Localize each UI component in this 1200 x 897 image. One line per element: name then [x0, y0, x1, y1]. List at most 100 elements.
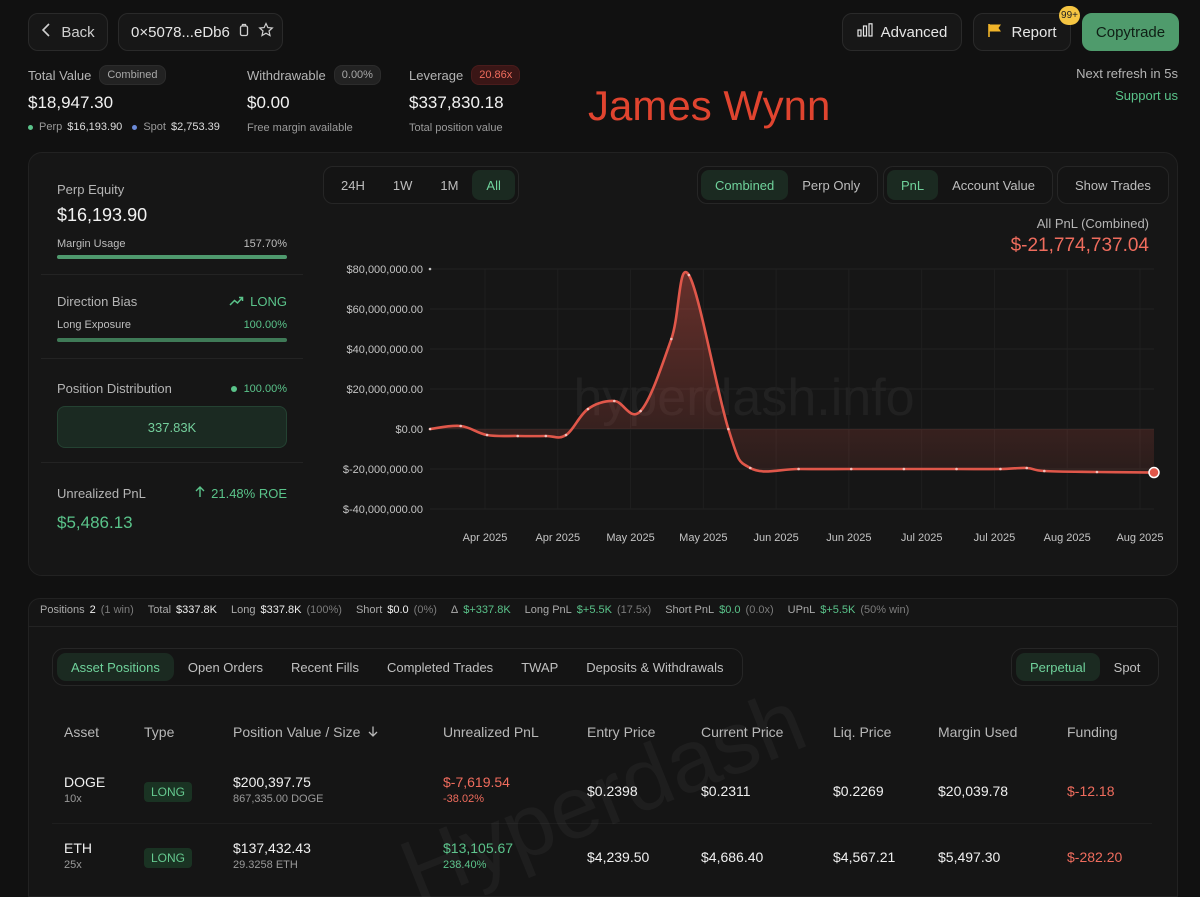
leverage-section: Leverage 20.86x $337,830.18 Total positi… [409, 65, 521, 134]
position-distribution-bar: 337.83K [57, 406, 287, 448]
tab-completed-trades[interactable]: Completed Trades [386, 659, 494, 675]
spot-dot-icon [132, 124, 138, 130]
current-price: $0.2311 [701, 783, 751, 799]
data-point [1095, 470, 1099, 474]
report-label: Report [1011, 23, 1057, 41]
column-header-label: Funding [1067, 724, 1118, 740]
asset-cell: DOGE 10x [64, 774, 105, 805]
mode-combined[interactable]: Combined [701, 170, 789, 200]
metric-account-value[interactable]: Account Value [952, 177, 1036, 193]
chevron-left-icon [41, 22, 51, 42]
back-button[interactable]: Back [28, 13, 108, 51]
tab-twap[interactable]: TWAP [521, 659, 559, 675]
stat-value: $+337.8K [463, 604, 511, 616]
stat-value: $0.0 [719, 604, 741, 616]
asset-name: DOGE [64, 774, 106, 790]
advanced-button[interactable]: Advanced [842, 13, 962, 51]
data-point [428, 427, 432, 431]
asset-cell: ETH 25x [64, 840, 92, 871]
margin-usage-value: 157.70% [243, 238, 287, 250]
tab-deposits-withdrawals[interactable]: Deposits & Withdrawals [586, 659, 724, 675]
stat-item: Δ $+337.8K [451, 604, 511, 616]
copytrade-button[interactable]: Copytrade [1082, 13, 1179, 51]
pnl-chart[interactable]: hyperdash.info $80,000,000.00$60,000,000… [320, 250, 1170, 555]
trend-up-icon [229, 294, 244, 309]
x-tick-label: Jul 2025 [901, 532, 943, 544]
total-position-value: $337,830.18 [409, 93, 504, 112]
tab-open-orders[interactable]: Open Orders [187, 659, 264, 675]
asset-leverage: 25x [64, 859, 82, 871]
mode-selector: Combined Perp Only [697, 166, 879, 204]
data-point [516, 434, 520, 438]
sort-desc-icon[interactable] [368, 724, 378, 740]
perp-equity-section: Perp Equity $16,193.90 Margin Usage 157.… [57, 182, 287, 259]
unrealized-pnl-cell: $-7,619.54 -38.02% [443, 774, 510, 805]
stat-item: Long $337.8K (100%) [231, 604, 342, 616]
direction-bias-section: Direction Bias LONG Long Exposure 100.00… [57, 294, 287, 342]
metric-pnl[interactable]: PnL [887, 170, 939, 200]
positions-panel [28, 598, 1178, 897]
tab-recent-fills[interactable]: Recent Fills [291, 659, 359, 675]
unrealized-pnl-pct: -38.02% [443, 793, 484, 805]
withdrawable-value: $0.00 [247, 93, 290, 112]
pnl-readout-label: All PnL (Combined) [1036, 216, 1149, 231]
stat-note: (0%) [413, 604, 437, 616]
stat-item: UPnL $+5.5K (50% win) [788, 604, 910, 616]
pnl-line [429, 270, 1155, 474]
data-point [544, 434, 548, 438]
wallet-address-box: 0×5078...eDb6 [118, 13, 283, 51]
y-tick-label: $20,000,000.00 [347, 384, 423, 396]
y-tick-label: $80,000,000.00 [347, 264, 423, 276]
data-point [727, 427, 730, 431]
range-all[interactable]: All [472, 170, 515, 200]
value-breakdown: Perp $16,193.90 Spot $2,753.39 [28, 121, 220, 133]
position-type-badge: LONG [144, 782, 193, 802]
position-type-badge: LONG [144, 848, 193, 868]
column-header: Type [144, 724, 174, 740]
x-tick-label: May 2025 [679, 532, 727, 544]
data-point [1043, 469, 1046, 473]
range-1w[interactable]: 1W [392, 177, 413, 193]
withdrawable-label: Withdrawable [247, 67, 326, 83]
tab-asset-positions[interactable]: Asset Positions [57, 653, 174, 681]
position-value: $137,432.43 [233, 840, 311, 856]
range-24h[interactable]: 24H [341, 177, 365, 193]
position-value: $200,397.75 [233, 774, 311, 790]
margin-used: $5,497.30 [938, 849, 1001, 865]
show-trades-button[interactable]: Show Trades [1075, 177, 1151, 193]
x-tick-label: Aug 2025 [1116, 532, 1163, 544]
total-value-section: Total Value Combined $18,947.30 Perp $16… [28, 65, 220, 133]
x-tick-label: Apr 2025 [535, 532, 580, 544]
current-price: $4,686.40 [701, 849, 764, 865]
withdrawable-pill: 0.00% [333, 65, 381, 85]
data-point [639, 409, 642, 413]
market-tab-spot[interactable]: Spot [1113, 659, 1141, 675]
mode-perp-only[interactable]: Perp Only [802, 177, 861, 193]
show-trades-toggle[interactable]: Show Trades [1057, 166, 1169, 204]
row-divider [52, 823, 1152, 824]
total-value-label: Total Value [28, 67, 92, 83]
margin-usage-fill [57, 255, 287, 259]
column-header[interactable]: Position Value / Size [233, 724, 378, 740]
stat-note: (0.0x) [745, 604, 774, 616]
market-tab-perpetual[interactable]: Perpetual [1016, 653, 1100, 681]
unrealized-pnl: $13,105.67 [443, 840, 514, 856]
position-distribution-pct: 100.00% [243, 382, 287, 395]
position-distribution-section: Position Distribution 100.00% 337.83K [57, 381, 287, 448]
data-point [999, 467, 1002, 471]
notification-count: 99+ [1061, 10, 1078, 21]
long-exposure-value: 100.00% [243, 319, 287, 331]
long-exposure-label: Long Exposure [57, 319, 131, 331]
position-tabs: Asset Positions Open Orders Recent Fills Co… [52, 648, 743, 686]
support-link[interactable]: Support us [1115, 88, 1178, 103]
stat-note: (100%) [306, 604, 342, 616]
report-button[interactable]: Report [973, 13, 1071, 51]
x-tick-label: Aug 2025 [1044, 532, 1091, 544]
spot-value: $2,753.39 [170, 121, 220, 133]
range-1m[interactable]: 1M [440, 177, 459, 193]
data-point [485, 433, 489, 437]
column-header: Current Price [701, 724, 783, 740]
copy-icon[interactable] [238, 23, 250, 41]
stat-value: $+5.5K [576, 604, 612, 616]
star-icon[interactable] [258, 22, 274, 42]
